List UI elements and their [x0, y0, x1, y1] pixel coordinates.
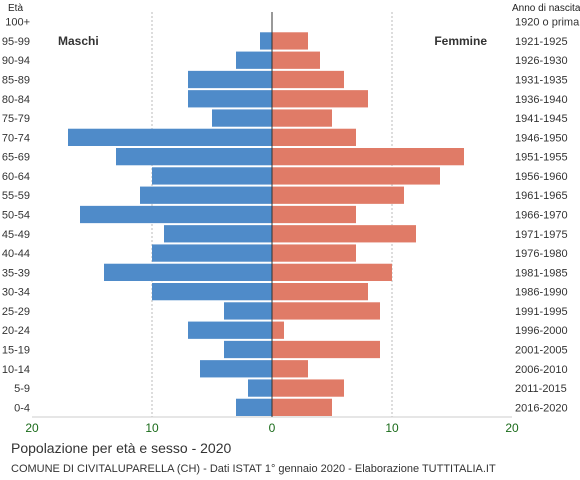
age-label: 70-74	[2, 132, 30, 144]
bar-femmine	[272, 51, 320, 69]
birth-year-label: 1926-1930	[515, 55, 568, 67]
birth-year-label: 1931-1935	[515, 75, 568, 87]
bar-maschi	[224, 302, 272, 320]
bar-maschi	[188, 70, 272, 89]
bar-femmine	[272, 321, 284, 339]
birth-year-label: 1996-2000	[515, 325, 568, 337]
birth-year-label: 2016-2020	[515, 402, 568, 414]
x-tick-label: 10	[145, 421, 159, 435]
bar-maschi	[164, 225, 272, 243]
bar-femmine	[272, 148, 464, 166]
bar-maschi	[236, 51, 272, 69]
bar-femmine	[272, 244, 356, 262]
bar-femmine	[272, 398, 332, 416]
bar-femmine	[272, 128, 356, 146]
birth-year-label: 1946-1950	[515, 132, 568, 144]
bar-femmine	[272, 360, 308, 378]
age-label: 5-9	[14, 383, 30, 395]
age-label: 35-39	[2, 267, 30, 279]
x-axis-ticks: 20 10 0 10 20	[25, 421, 519, 435]
age-header: Età	[8, 3, 23, 14]
birth-year-label: 2011-2015	[515, 383, 567, 395]
bar-femmine	[272, 167, 440, 185]
age-label: 95-99	[2, 36, 30, 48]
bar-femmine	[272, 340, 380, 359]
birth-year-label: 2006-2010	[515, 364, 568, 376]
bar-maschi	[260, 32, 272, 50]
bar-femmine	[272, 302, 380, 320]
bar-femmine	[272, 109, 332, 127]
bar-femmine	[272, 205, 356, 224]
x-tick-label: 10	[385, 421, 399, 435]
bar-femmine	[272, 186, 404, 204]
age-label: 20-24	[2, 325, 30, 337]
bar-maschi	[80, 205, 272, 224]
x-tick-label: 20	[25, 421, 39, 435]
age-label: 25-29	[2, 306, 30, 318]
birth-year-label: 1981-1985	[515, 267, 568, 279]
age-label: 40-44	[2, 248, 30, 260]
birth-year-label: 1961-1965	[515, 190, 568, 202]
bar-maschi	[68, 128, 272, 146]
bar-maschi	[200, 360, 272, 378]
birth-year-label: 2001-2005	[515, 345, 568, 357]
x-tick-label: 0	[269, 421, 276, 435]
birth-year-label: 1921-1925	[515, 36, 568, 48]
age-label: 0-4	[14, 402, 30, 414]
bar-femmine	[272, 283, 368, 301]
legend-maschi: Maschi	[58, 34, 99, 48]
birth-year-header: Anno di nascita	[512, 3, 580, 14]
age-labels: 100+ 95-99 90-94 85-89 80-84 75-79 70-74 65-69 6…	[2, 17, 30, 415]
age-label: 100+	[5, 17, 30, 29]
bar-maschi	[152, 244, 272, 262]
birth-year-label: 1956-1960	[515, 171, 568, 183]
birth-year-label: 1936-1940	[515, 94, 568, 106]
age-label: 30-34	[2, 287, 30, 299]
age-label: 80-84	[2, 94, 30, 106]
age-label: 75-79	[2, 113, 30, 125]
age-label: 85-89	[2, 75, 30, 87]
bar-maschi	[152, 283, 272, 301]
chart-title: Popolazione per età e sesso - 2020	[11, 440, 232, 456]
bar-maschi	[248, 379, 272, 397]
age-label: 15-19	[2, 345, 30, 357]
chart-source: COMUNE DI CIVITALUPARELLA (CH) - Dati IS…	[11, 463, 496, 475]
age-label: 65-69	[2, 152, 30, 164]
bar-maschi	[104, 263, 272, 281]
age-label: 50-54	[2, 210, 30, 222]
age-label: 55-59	[2, 190, 30, 202]
birth-year-label: 1991-1995	[515, 306, 568, 318]
age-label: 45-49	[2, 229, 30, 241]
bar-femmine	[272, 32, 308, 50]
bar-maschi	[152, 167, 272, 185]
bar-femmine	[272, 379, 344, 397]
bar-femmine	[272, 263, 392, 281]
age-label: 90-94	[2, 55, 30, 67]
bar-femmine	[272, 225, 416, 243]
birth-year-label: 1971-1975	[515, 229, 568, 241]
bar-maschi	[116, 148, 272, 166]
bar-maschi	[224, 340, 272, 359]
birth-year-label: 1976-1980	[515, 248, 568, 260]
bar-maschi	[236, 398, 272, 416]
birth-year-label: 1941-1945	[515, 113, 568, 125]
bar-maschi	[188, 321, 272, 339]
bar-femmine	[272, 70, 344, 89]
x-tick-label: 20	[505, 421, 519, 435]
birth-year-labels: 1920 o prima 1921-1925 1926-1930 1931-1935 1…	[515, 17, 580, 415]
birth-year-label: 1920 o prima	[515, 17, 580, 29]
legend-femmine: Femmine	[434, 34, 487, 48]
bar-maschi	[188, 90, 272, 108]
age-label: 60-64	[2, 171, 30, 183]
birth-year-label: 1951-1955	[515, 152, 568, 164]
birth-year-label: 1966-1970	[515, 210, 568, 222]
birth-year-label: 1986-1990	[515, 287, 568, 299]
age-label: 10-14	[2, 364, 30, 376]
bar-maschi	[140, 186, 272, 204]
bars	[68, 32, 464, 416]
bar-femmine	[272, 90, 368, 108]
bar-maschi	[212, 109, 272, 127]
